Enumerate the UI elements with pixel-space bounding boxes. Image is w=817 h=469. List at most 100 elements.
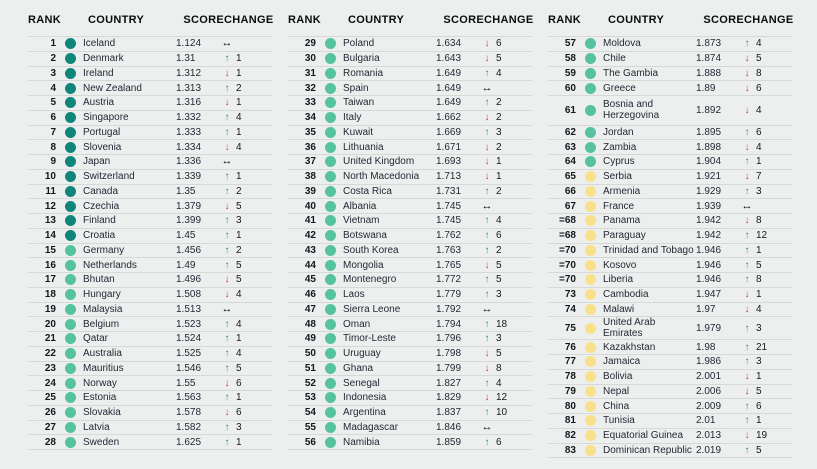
- rank-value: 38: [304, 171, 316, 183]
- change-cell: ↑ 3: [480, 127, 532, 138]
- rank-value: 22: [44, 348, 56, 360]
- rank-value: 56: [304, 436, 316, 448]
- country-status-dot: [65, 436, 76, 448]
- score-value: 1.98: [696, 341, 716, 353]
- arrow-up-icon: ↑: [744, 444, 750, 456]
- country-name: Nepal: [603, 385, 630, 397]
- change-cell: ↑ 3: [480, 333, 532, 344]
- country-name: Slovenia: [83, 141, 122, 153]
- country-cell: Equatorial Guinea: [576, 430, 696, 442]
- change-delta: 4: [756, 141, 762, 153]
- arrow-up-icon: ↑: [224, 318, 230, 330]
- rank-value: 27: [44, 421, 56, 433]
- arrow-up-icon: ↑: [224, 333, 230, 345]
- table-row: 52 Senegal 1.827 ↑ 4: [288, 376, 532, 391]
- change-delta: 12: [756, 230, 768, 242]
- header-rank: RANK: [548, 14, 581, 26]
- change-delta: 3: [496, 289, 502, 301]
- table-row: 37 United Kingdom 1.693 ↓ 1: [288, 155, 532, 170]
- table-row: 26 Slovakia 1.578 ↓ 6: [28, 406, 272, 421]
- country-cell: Zambia: [576, 141, 696, 153]
- country-name: Bolivia: [603, 371, 633, 383]
- table-row: 73 Cambodia 1.947 ↓ 1: [548, 288, 792, 303]
- country-name: Croatia: [83, 230, 116, 242]
- change-cell: ↑ 4: [220, 319, 272, 330]
- rank-value: 75: [564, 322, 576, 334]
- arrow-up-icon: ↑: [484, 289, 490, 301]
- country-status-dot: [325, 244, 336, 256]
- arrow-up-icon: ↑: [744, 341, 750, 353]
- country-status-dot: [65, 348, 76, 360]
- change-cell: ↑ 5: [220, 363, 272, 374]
- score-value: 1.946: [696, 244, 722, 256]
- country-cell: Japan: [56, 156, 176, 168]
- arrow-down-icon: ↓: [744, 215, 750, 227]
- rank-value: 66: [564, 185, 576, 197]
- country-status-dot: [585, 126, 596, 138]
- country-name: Jordan: [603, 126, 634, 138]
- arrow-up-icon: ↑: [744, 259, 750, 271]
- change-delta: 3: [496, 126, 502, 138]
- table-row: 65 Serbia 1.921 ↓ 7: [548, 170, 792, 185]
- country-status-dot: [325, 38, 336, 50]
- country-cell: Finland: [56, 215, 176, 227]
- table-3: RANK COUNTRY SCORE CHANGE 57 Moldova 1.873…: [548, 14, 793, 459]
- change-cell: ↓ 12: [480, 392, 532, 403]
- change-delta: 1: [496, 156, 502, 168]
- arrows-both-icon: ↔: [741, 199, 753, 212]
- arrow-down-icon: ↓: [484, 348, 490, 360]
- arrow-up-icon: ↑: [484, 407, 490, 419]
- rank-value: 52: [304, 377, 316, 389]
- change-cell: ↓ 1: [220, 68, 272, 79]
- score-value: 1.671: [436, 141, 462, 153]
- change-delta: 4: [236, 318, 242, 330]
- country-name: China: [603, 400, 630, 412]
- table-row: 18 Hungary 1.508 ↓ 4: [28, 288, 272, 303]
- arrow-down-icon: ↓: [224, 377, 230, 389]
- country-name: Singapore: [83, 112, 129, 124]
- arrow-down-icon: ↓: [744, 289, 750, 301]
- change-cell: ↔: [220, 156, 272, 167]
- change-cell: ↓ 4: [220, 289, 272, 300]
- change-delta: 6: [756, 400, 762, 412]
- rank-value: 26: [44, 407, 56, 419]
- country-cell: Belgium: [56, 318, 176, 330]
- change-cell: ↑ 1: [220, 171, 272, 182]
- table-row: 17 Bhutan 1.496 ↓ 5: [28, 273, 272, 288]
- change-delta: 6: [756, 126, 762, 138]
- country-status-dot: [65, 230, 76, 242]
- score-value: 1.379: [176, 200, 202, 212]
- country-cell: Croatia: [56, 230, 176, 242]
- change-delta: 5: [756, 259, 762, 271]
- country-name: Italy: [343, 112, 362, 124]
- score-value: 2.009: [696, 400, 722, 412]
- change-delta: 8: [756, 215, 762, 227]
- rank-value: 65: [564, 171, 576, 183]
- change-cell: ↑ 1: [740, 415, 792, 426]
- table-row: 5 Austria 1.316 ↓ 1: [28, 96, 272, 111]
- country-status-dot: [325, 259, 336, 271]
- change-delta: 5: [756, 53, 762, 65]
- score-value: 1.693: [436, 156, 462, 168]
- score-value: 1.399: [176, 215, 202, 227]
- country-cell: Trinidad and Tobago: [576, 244, 696, 256]
- change-delta: 6: [236, 407, 242, 419]
- change-cell: ↓ 5: [480, 348, 532, 359]
- arrow-up-icon: ↑: [744, 230, 750, 242]
- change-cell: ↑ 6: [740, 401, 792, 412]
- table-row: 57 Moldova 1.873 ↑ 4: [548, 37, 792, 52]
- change-cell: ↑ 21: [740, 342, 792, 353]
- table-header: RANK COUNTRY SCORE CHANGE: [548, 14, 793, 27]
- arrow-down-icon: ↓: [484, 392, 490, 404]
- change-delta: 18: [496, 318, 508, 330]
- table-row: 38 North Macedonia 1.713 ↓ 1: [288, 170, 532, 185]
- rank-value: 35: [304, 126, 316, 138]
- rank-value: 60: [564, 82, 576, 94]
- country-cell: Bulgaria: [316, 53, 436, 65]
- country-status-dot: [585, 274, 596, 286]
- rank-value: 37: [304, 156, 316, 168]
- rank-value: 58: [564, 53, 576, 65]
- score-value: 1.745: [436, 215, 462, 227]
- change-delta: 1: [496, 171, 502, 183]
- score-value: 2.019: [696, 444, 722, 456]
